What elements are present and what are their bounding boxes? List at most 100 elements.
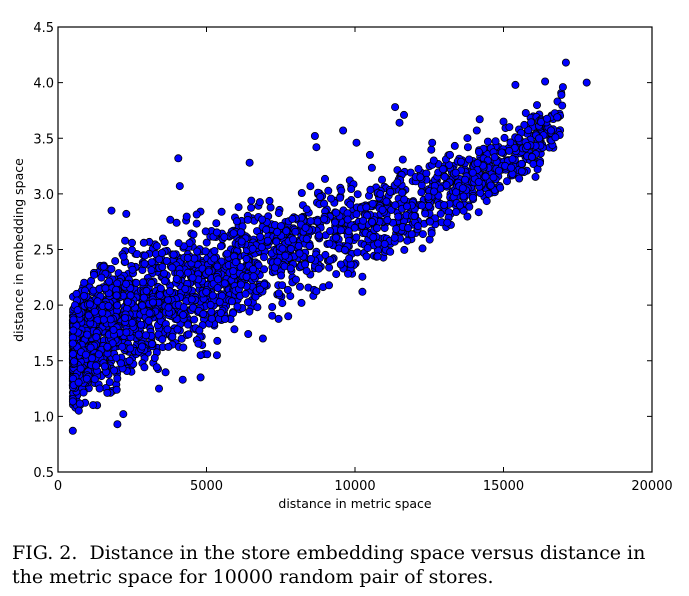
data-point <box>147 339 156 348</box>
data-point <box>325 263 334 272</box>
data-point <box>502 177 511 186</box>
data-point <box>286 244 295 253</box>
data-point <box>243 215 252 224</box>
data-point <box>496 183 505 192</box>
axis-ticks: 0 5000 10000 15000 20000 0.5 1.0 1.5 2.0 2.5 3.0 3.… <box>33 21 672 494</box>
data-point <box>282 227 291 236</box>
data-point <box>206 300 215 309</box>
data-point <box>365 150 374 159</box>
data-point <box>400 245 409 254</box>
data-point <box>406 168 415 177</box>
data-point <box>343 269 352 278</box>
x-tick-label: 10000 <box>334 479 375 494</box>
data-point <box>481 172 490 181</box>
data-point <box>257 243 266 252</box>
data-point <box>331 233 340 242</box>
data-point <box>259 253 268 262</box>
data-point <box>204 267 213 276</box>
y-tick-label: 2.5 <box>33 244 54 259</box>
figure-caption: FIG. 2. Distance in the store embedding … <box>12 541 682 589</box>
data-point <box>326 226 335 235</box>
data-point <box>119 252 128 261</box>
data-point <box>358 272 367 281</box>
data-point <box>234 203 243 212</box>
data-point <box>161 368 170 377</box>
data-point <box>352 138 361 147</box>
data-point <box>262 225 271 234</box>
data-point <box>213 283 222 292</box>
data-point <box>212 228 221 237</box>
data-point <box>241 289 250 298</box>
data-point <box>391 103 400 112</box>
data-point <box>366 185 375 194</box>
data-point <box>184 330 193 339</box>
data-point <box>104 301 113 310</box>
data-point <box>390 233 399 242</box>
data-point <box>103 388 112 397</box>
data-point <box>98 308 107 317</box>
data-point <box>220 232 229 241</box>
data-point <box>474 147 483 156</box>
data-point <box>428 138 437 147</box>
data-points <box>68 58 591 435</box>
data-point <box>353 190 362 199</box>
data-point <box>220 314 229 323</box>
data-point <box>417 188 426 197</box>
data-point <box>216 308 225 317</box>
data-point <box>268 311 277 320</box>
data-point <box>553 113 562 122</box>
data-point <box>306 254 315 263</box>
data-point <box>163 325 172 334</box>
data-point <box>195 326 204 335</box>
data-point <box>440 200 449 209</box>
data-point <box>362 203 371 212</box>
x-axis-label: distance in metric space <box>278 496 432 511</box>
data-point <box>160 276 169 285</box>
data-point <box>272 237 281 246</box>
data-point <box>276 221 285 230</box>
data-point <box>463 134 472 143</box>
data-point <box>475 115 484 124</box>
data-point <box>314 264 323 273</box>
data-point <box>68 339 77 348</box>
data-point <box>465 202 474 211</box>
data-point <box>194 339 203 348</box>
data-point <box>395 118 404 127</box>
data-point <box>107 206 116 215</box>
data-point <box>73 306 82 315</box>
data-point <box>80 278 89 287</box>
data-point <box>533 101 542 110</box>
data-point <box>152 363 161 372</box>
data-point <box>505 123 514 132</box>
data-point <box>325 239 334 248</box>
data-point <box>398 188 407 197</box>
data-point <box>112 291 121 300</box>
data-point <box>122 209 131 218</box>
data-point <box>543 114 552 123</box>
data-point <box>141 331 150 340</box>
data-point <box>302 205 311 214</box>
data-point <box>144 316 153 325</box>
data-point <box>399 110 408 119</box>
data-point <box>244 329 253 338</box>
data-point <box>537 118 546 127</box>
data-point <box>217 207 226 216</box>
data-point <box>74 406 83 415</box>
data-point <box>229 229 238 238</box>
data-point <box>113 374 122 383</box>
data-point <box>343 215 352 224</box>
data-point <box>484 189 493 198</box>
data-point <box>258 215 267 224</box>
data-point <box>125 356 134 365</box>
y-tick-label: 1.0 <box>33 410 54 425</box>
data-point <box>99 315 108 324</box>
data-point <box>368 199 377 208</box>
data-point <box>344 227 353 236</box>
data-point <box>386 187 395 196</box>
data-point <box>377 175 386 184</box>
data-point <box>520 120 529 129</box>
data-point <box>391 201 400 210</box>
data-point <box>94 350 103 359</box>
data-point <box>181 284 190 293</box>
data-point <box>418 244 427 253</box>
